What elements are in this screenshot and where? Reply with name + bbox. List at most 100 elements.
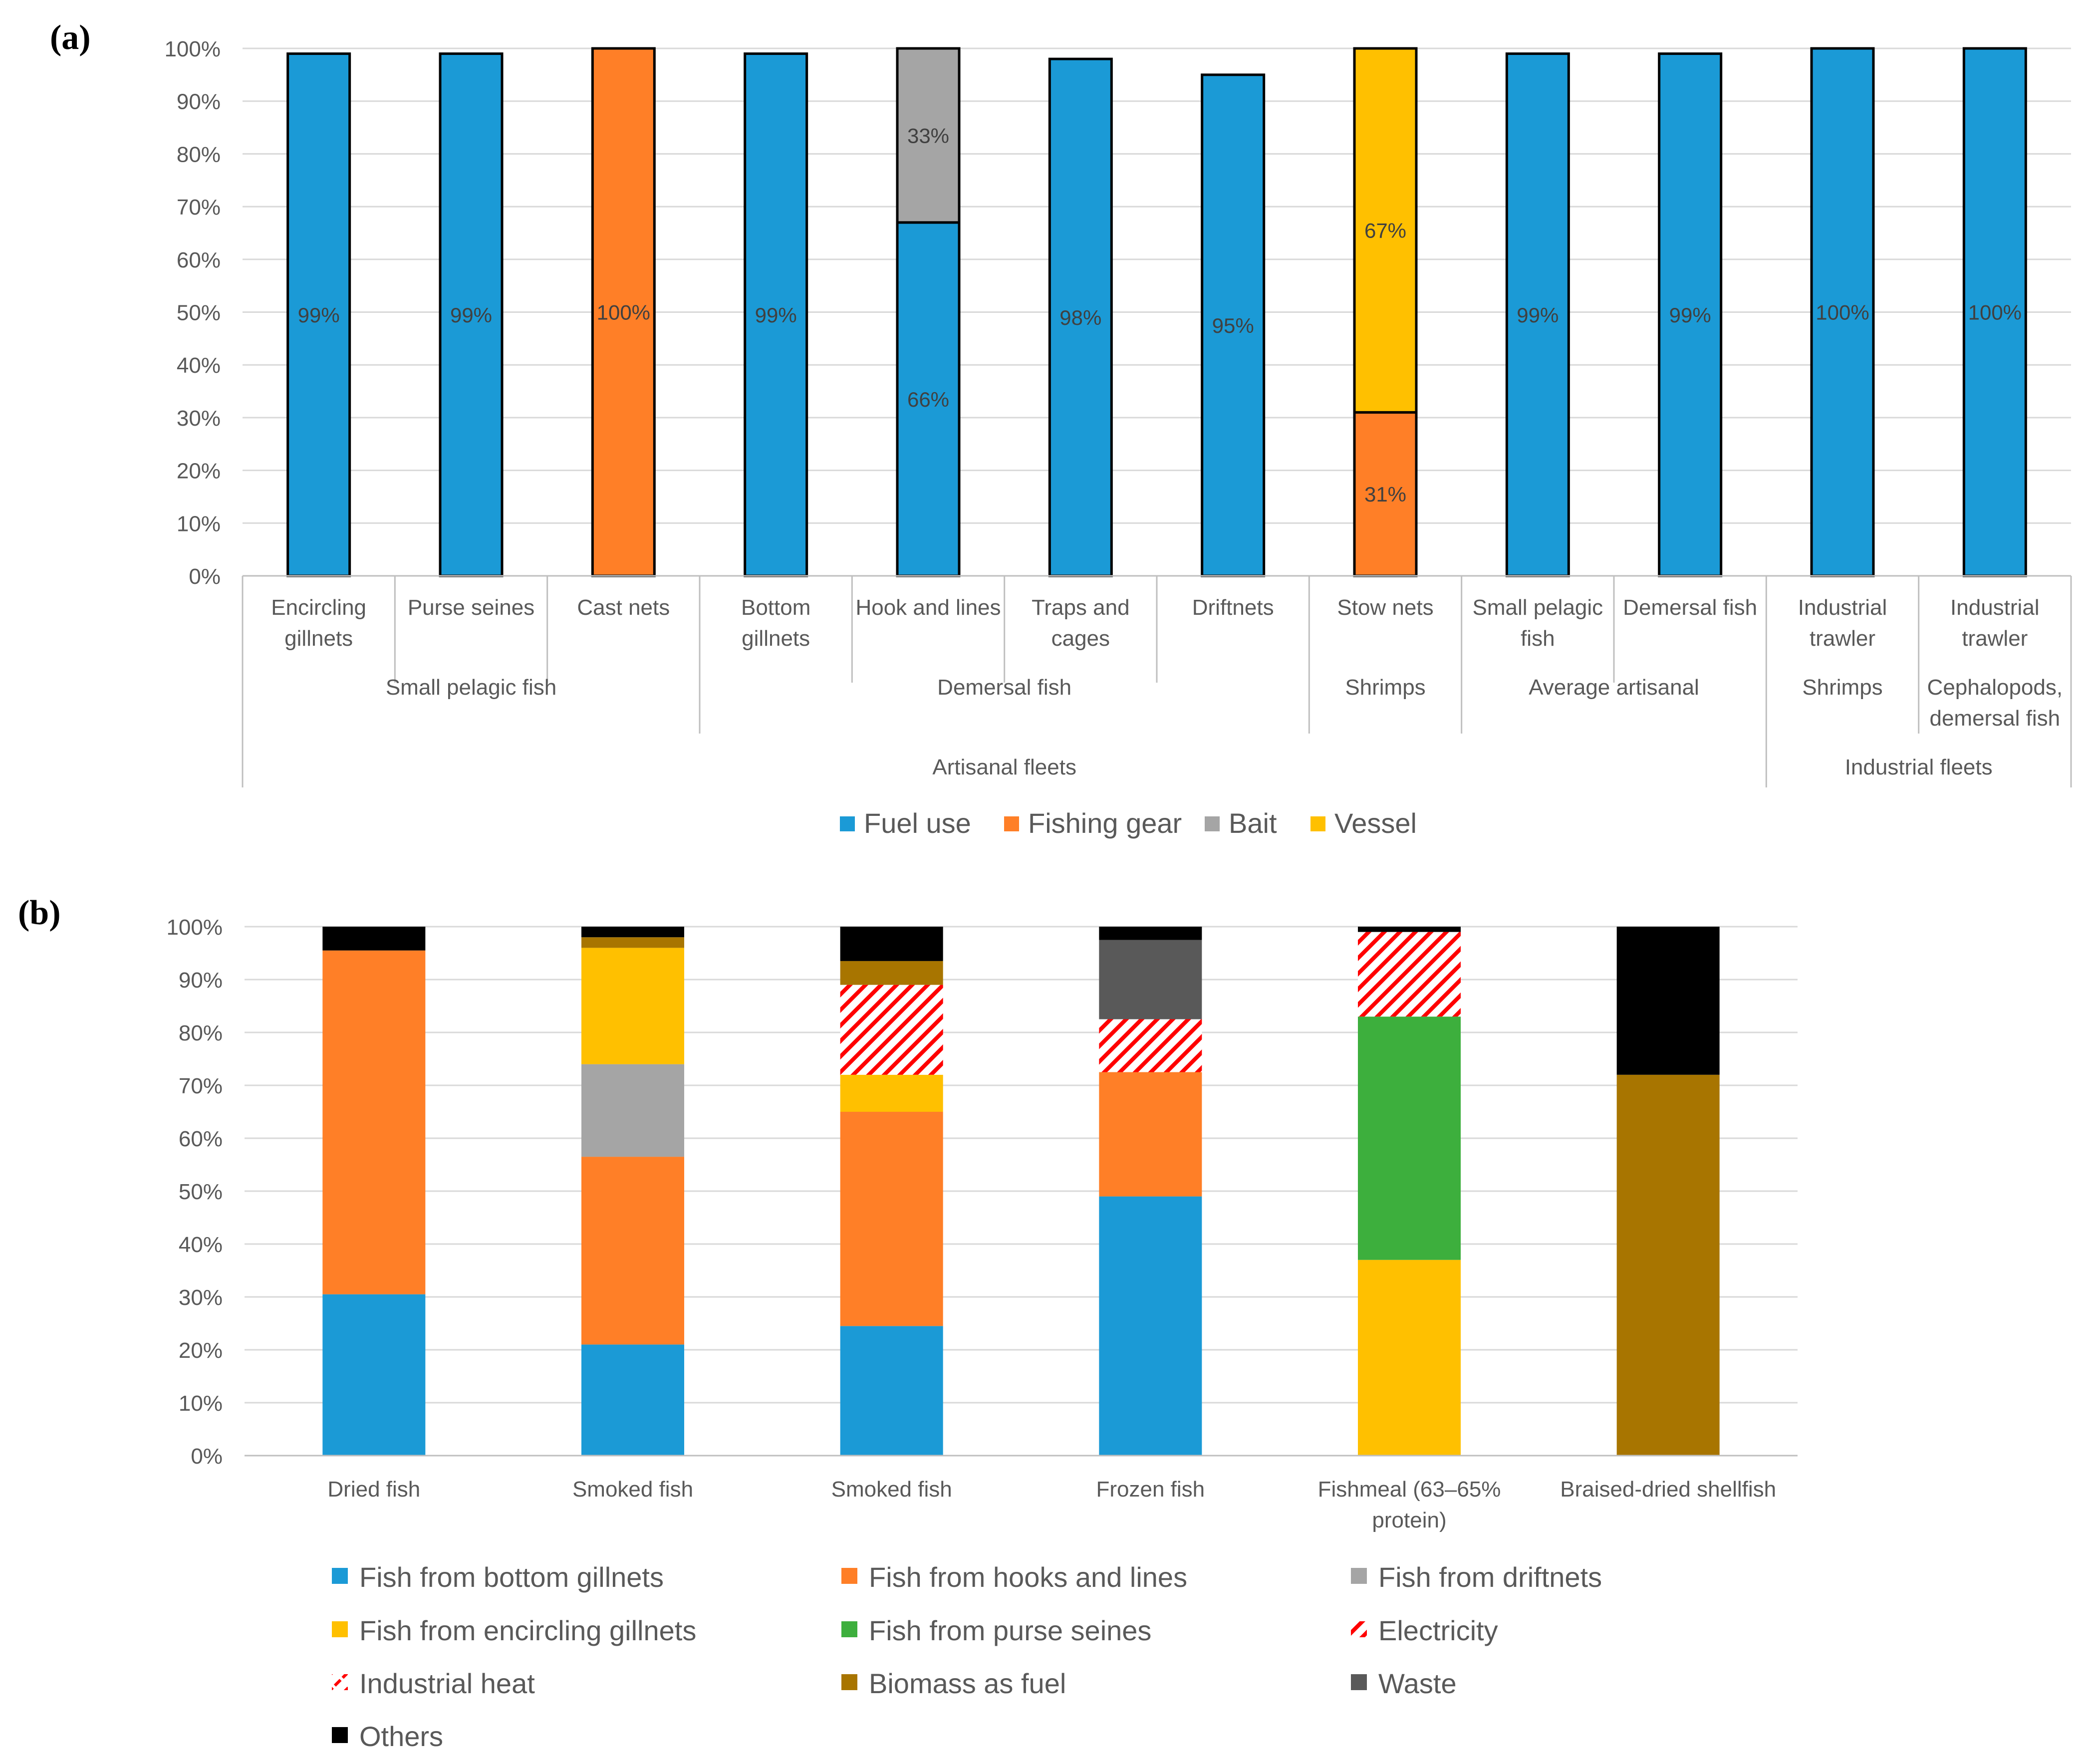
legend-swatch-b xyxy=(332,1621,348,1637)
bar-segment-b xyxy=(1616,927,1720,1075)
data-label-a: 99% xyxy=(1517,303,1559,327)
data-label-a: 100% xyxy=(1968,301,2022,324)
category-label-a: Small pelagic xyxy=(1472,595,1603,620)
bar-segment-b xyxy=(581,927,684,938)
category-label-a: Demersal fish xyxy=(1623,595,1757,620)
category-label-b: protein) xyxy=(1372,1508,1446,1532)
gridlines-b xyxy=(245,926,1798,1457)
category-label-a: Industrial xyxy=(1950,595,2040,620)
legend-swatch-b xyxy=(841,1568,857,1584)
bar-segment-b xyxy=(840,1326,943,1456)
category-label-b: Frozen fish xyxy=(1096,1477,1205,1502)
bars-b xyxy=(322,927,1720,1456)
legend-label-a: Vessel xyxy=(1334,807,1417,839)
y-tick-label-a: 10% xyxy=(177,511,221,536)
bar-segment-a xyxy=(896,47,961,224)
legend-label-a: Bait xyxy=(1229,807,1277,839)
x-axis-a: Encircling gillnets Purse seines Cast nets B… xyxy=(242,575,2072,787)
category-label-a: cages xyxy=(1051,626,1110,651)
legend-label-b: Fish from hooks and lines xyxy=(869,1561,1187,1593)
fleet-label-a: Industrial fleets xyxy=(1845,755,1993,779)
legend-swatch-b xyxy=(332,1568,348,1584)
legend-b: Fish from bottom gillnets Fish from hooks… xyxy=(332,1561,1602,1752)
chart-panel-b: (b) 0% 10% 20% 30% 40% 50% 60% 70% 80% 90% 100% Dr… xyxy=(18,894,1798,1752)
bar-segment-b xyxy=(581,937,684,948)
legend-swatch-b xyxy=(1351,1568,1367,1584)
data-label-a: 98% xyxy=(1059,306,1101,329)
bar-segment-a xyxy=(1353,47,1418,414)
bar-segment-b xyxy=(322,927,426,951)
gridlines-a xyxy=(243,47,2071,577)
legend-label-a: Fishing gear xyxy=(1028,807,1182,839)
category-label-a: Driftnets xyxy=(1192,595,1274,620)
y-tick-label-b: 100% xyxy=(166,915,223,940)
bar-segment-b xyxy=(1099,940,1202,1019)
bar-segment-b xyxy=(840,1074,943,1112)
y-tick-label-a: 60% xyxy=(177,248,221,272)
bar-segment-b xyxy=(581,1064,684,1157)
legend-swatch-b xyxy=(332,1727,348,1743)
data-label-a: 33% xyxy=(907,124,949,147)
category-label-a: Industrial xyxy=(1798,595,1887,620)
bar-segment-b xyxy=(1358,932,1461,1017)
legend-swatch-a xyxy=(1205,816,1220,831)
group-label-a: Shrimps xyxy=(1345,675,1425,700)
category-label-a: gillnets xyxy=(742,626,810,651)
bar-segment-b xyxy=(581,1157,684,1345)
y-tick-label-a: 20% xyxy=(177,459,221,484)
bar-segment-b xyxy=(581,1344,684,1456)
legend-label-b: Waste xyxy=(1378,1668,1457,1699)
legend-label-b: Fish from driftnets xyxy=(1378,1561,1602,1593)
bar-segment-b xyxy=(840,985,943,1075)
legend-a: Fuel use Fishing gear Bait Vessel xyxy=(840,807,1417,839)
data-labels-a: 99% 99% 100% 99% 66% 33% 98% 95% 31% 67% 99% 99% 100… xyxy=(298,124,2022,506)
group-label-a: Average artisanal xyxy=(1529,675,1699,700)
y-tick-label-b: 60% xyxy=(179,1127,223,1151)
y-tick-label-b: 30% xyxy=(179,1285,223,1310)
bar-segment-b xyxy=(1099,1072,1202,1197)
bar-segment-b xyxy=(581,948,684,1064)
y-tick-label-a: 80% xyxy=(177,142,221,167)
y-tick-label-a: 0% xyxy=(189,564,221,589)
bar-segment-b xyxy=(1358,1016,1461,1260)
bar-segment-b xyxy=(1358,1260,1461,1456)
panel-label-b: (b) xyxy=(18,894,61,932)
y-tick-label-b: 10% xyxy=(179,1391,223,1416)
legend-swatch-b xyxy=(332,1674,348,1690)
category-label-a: Traps and xyxy=(1032,595,1129,620)
y-tick-label-b: 80% xyxy=(179,1021,223,1045)
y-tick-label-a: 100% xyxy=(164,37,221,61)
category-label-a: gillnets xyxy=(284,626,353,651)
y-axis-ticks-b: 0% 10% 20% 30% 40% 50% 60% 70% 80% 90% 100% xyxy=(166,915,223,1469)
bar-segment-b xyxy=(1099,1196,1202,1456)
bar-segment-b xyxy=(1358,927,1461,932)
data-label-a: 100% xyxy=(1816,301,1869,324)
data-label-a: 99% xyxy=(755,303,797,327)
bar-segment-a xyxy=(1962,47,2027,577)
bar-segment-a xyxy=(591,47,656,577)
legend-label-b: Industrial heat xyxy=(359,1668,535,1699)
category-label-a: Encircling xyxy=(271,595,366,620)
panel-label-a: (a) xyxy=(50,18,91,57)
data-label-a: 99% xyxy=(450,303,492,327)
group-label-a: Cephalopods, xyxy=(1927,675,2063,700)
bar-segment-b xyxy=(322,1294,426,1456)
y-tick-label-b: 0% xyxy=(191,1444,223,1469)
bar-segment-a xyxy=(1658,52,1723,577)
bar-segment-a xyxy=(1505,52,1570,577)
data-label-a: 95% xyxy=(1212,314,1254,337)
y-tick-label-a: 90% xyxy=(177,90,221,114)
legend-label-b: Fish from encircling gillnets xyxy=(359,1615,696,1646)
y-tick-label-a: 70% xyxy=(177,195,221,220)
bar-segment-a xyxy=(439,52,504,577)
legend-swatch-a xyxy=(1310,816,1325,831)
y-tick-label-a: 40% xyxy=(177,353,221,378)
data-label-a: 99% xyxy=(298,303,340,327)
bar-segment-a xyxy=(744,52,808,577)
fleet-label-a: Artisanal fleets xyxy=(932,755,1076,779)
data-label-a: 31% xyxy=(1364,483,1406,506)
category-label-b: Smoked fish xyxy=(572,1477,693,1502)
category-label-a: Stow nets xyxy=(1337,595,1433,620)
group-label-a: demersal fish xyxy=(1929,706,2060,731)
category-label-a: trawler xyxy=(1962,626,2028,651)
